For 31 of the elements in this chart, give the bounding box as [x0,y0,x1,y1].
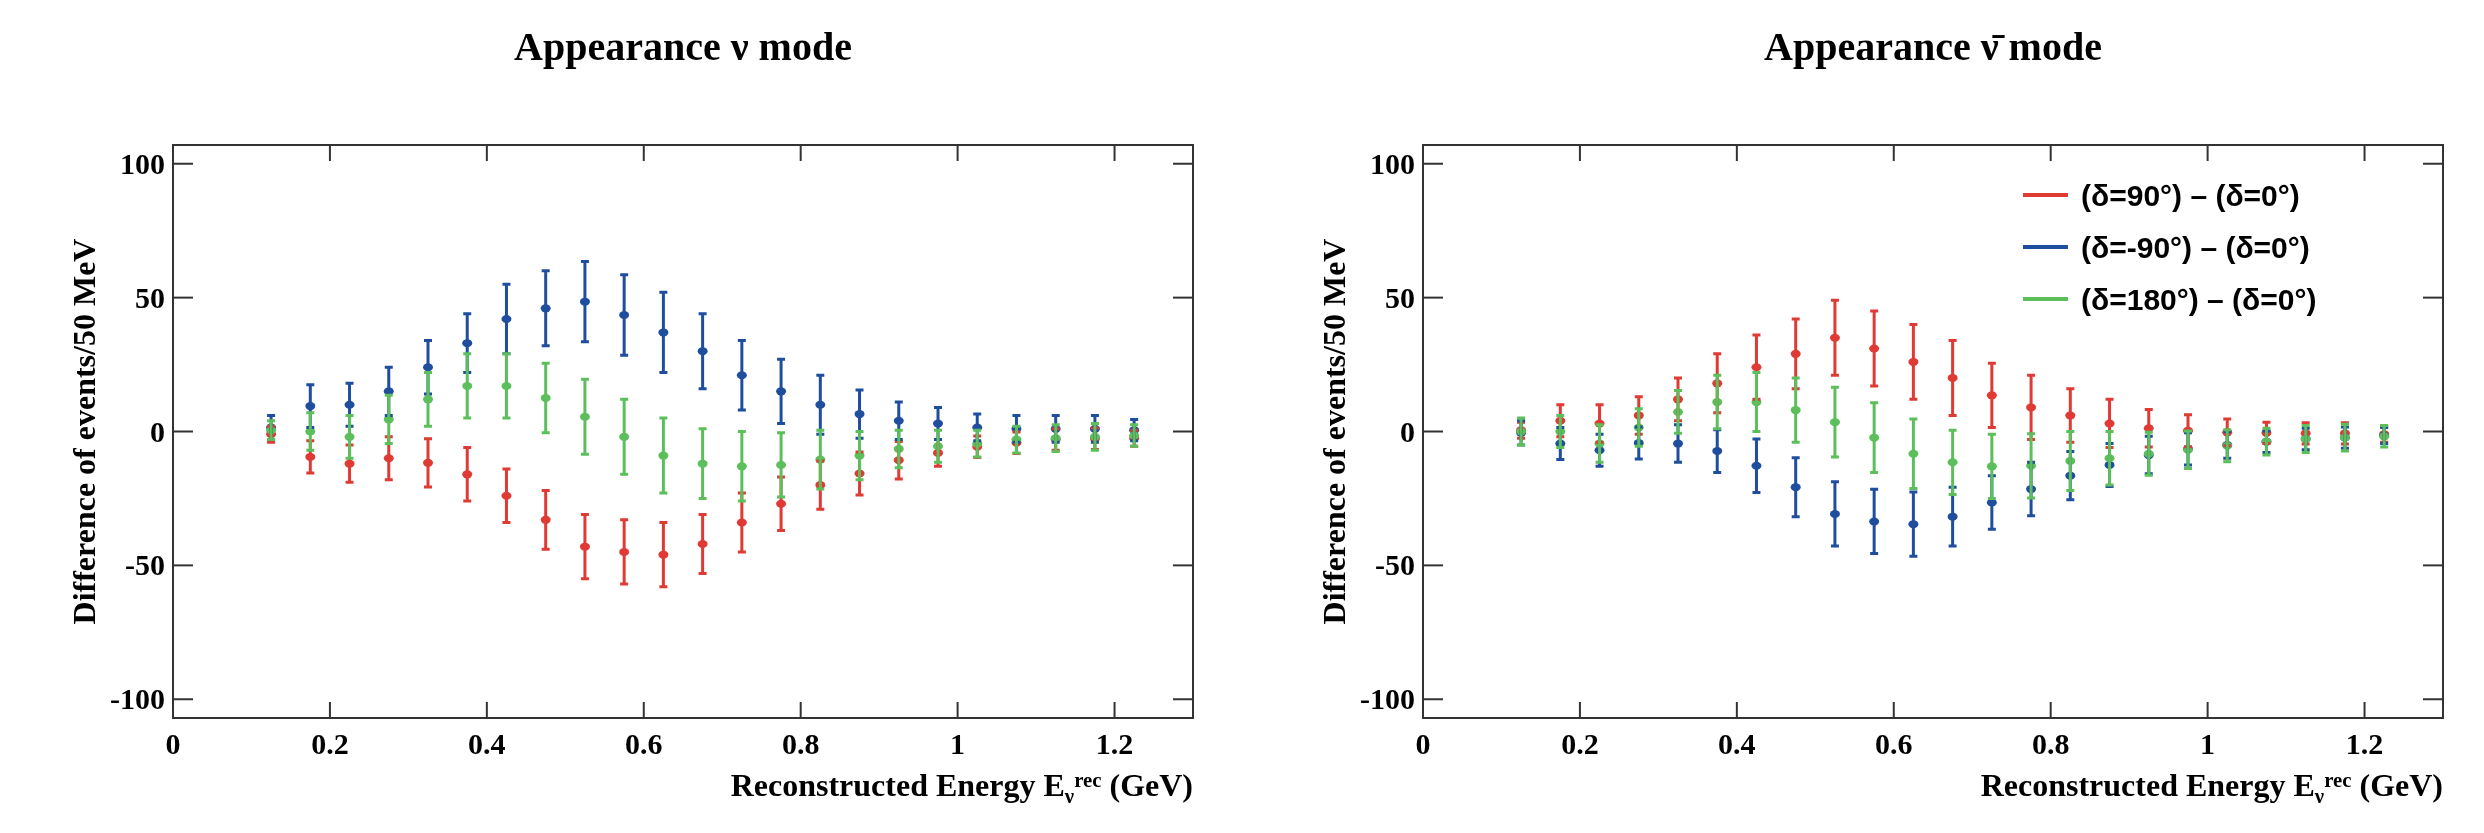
x-tick-label: 0.2 [311,727,349,760]
y-tick-label: -50 [125,548,165,582]
y-tick-label: 0 [1400,414,1415,448]
legend-label: (δ=90°) – (δ=0°) [2081,179,2300,212]
y-tick-label: 100 [1370,146,1415,180]
x-tick-label: 1 [950,727,966,760]
x-tick-label: 0.4 [468,727,506,760]
legend-label: (δ=180°) – (δ=0°) [2081,283,2317,316]
x-tick-label: 0.6 [625,727,663,760]
y-tick-label: 100 [120,146,165,180]
x-tick-label: 0.2 [1561,727,1599,760]
x-axis-title: Reconstructed Energy E$_{ν}$$^{rec}$ (GeV) [1980,767,2443,808]
y-tick-label: 0 [150,414,165,448]
x-tick-label: 0.8 [2031,727,2070,760]
y-tick-label: -50 [1375,548,1415,582]
y-axis-title: Difference of events/50 MeV [66,238,102,625]
x-tick-label: 0.4 [1718,727,1756,760]
chart-title: Appearance ν̄ mode [1764,24,2102,69]
y-tick-label: -100 [110,682,165,716]
x-axis-title: Reconstructed Energy E$_{ν}$$^{rec}$ (GeV) [730,767,1193,808]
y-tick-label: 50 [1385,280,1415,314]
chart-title: Appearance ν mode [514,24,852,69]
x-tick-label: 1.2 [2345,727,2384,760]
x-tick-label: 0.8 [781,727,820,760]
y-tick-label: -100 [1360,682,1415,716]
x-tick-label: 0.6 [1875,727,1913,760]
legend-label: (δ=-90°) – (δ=0°) [2081,231,2310,264]
x-tick-label: 1.2 [1095,727,1134,760]
y-tick-label: 50 [135,280,165,314]
y-axis-title: Difference of events/50 MeV [1316,238,1352,625]
x-tick-label: 1 [2200,727,2216,760]
